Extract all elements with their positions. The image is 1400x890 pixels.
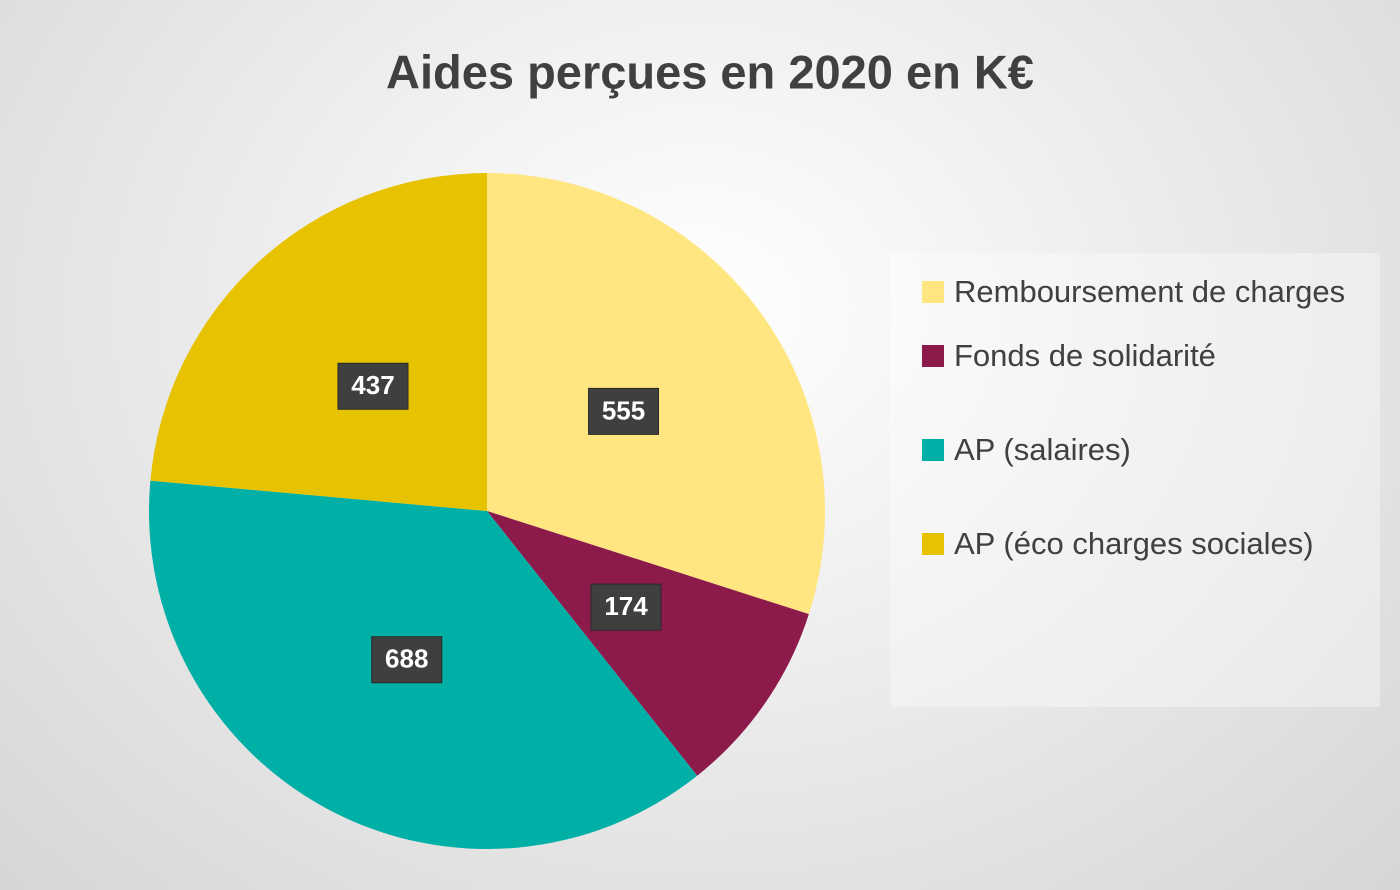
- pie-slice: [150, 173, 487, 511]
- pie-slice: [487, 511, 809, 776]
- legend-label: AP (éco charges sociales): [954, 526, 1314, 561]
- legend-entry: AP (salaires): [922, 427, 1360, 473]
- data-label: 174: [604, 591, 648, 621]
- legend-label: Remboursement de charges: [954, 274, 1346, 309]
- legend-swatch: [922, 281, 944, 303]
- legend: Remboursement de charges Fonds de solidar…: [890, 253, 1380, 707]
- legend-entry: Fonds de solidarité: [922, 333, 1360, 379]
- legend-entry: Remboursement de charges: [922, 269, 1360, 315]
- data-label: 555: [602, 395, 645, 425]
- chart-title: Aides perçues en 2020 en K€: [386, 45, 1034, 98]
- legend-swatch: [922, 533, 944, 555]
- data-label: 688: [385, 644, 428, 674]
- legend-label: AP (salaires): [954, 432, 1131, 467]
- legend-swatch: [922, 439, 944, 461]
- data-label-box: [337, 362, 409, 410]
- data-label-box: [371, 636, 443, 684]
- data-label: 437: [351, 370, 394, 400]
- data-label-box: [588, 387, 660, 435]
- legend-entry: AP (éco charges sociales): [922, 521, 1360, 567]
- data-label-box: [590, 583, 662, 631]
- legend-label: Fonds de solidarité: [954, 338, 1216, 373]
- legend-swatch: [922, 345, 944, 367]
